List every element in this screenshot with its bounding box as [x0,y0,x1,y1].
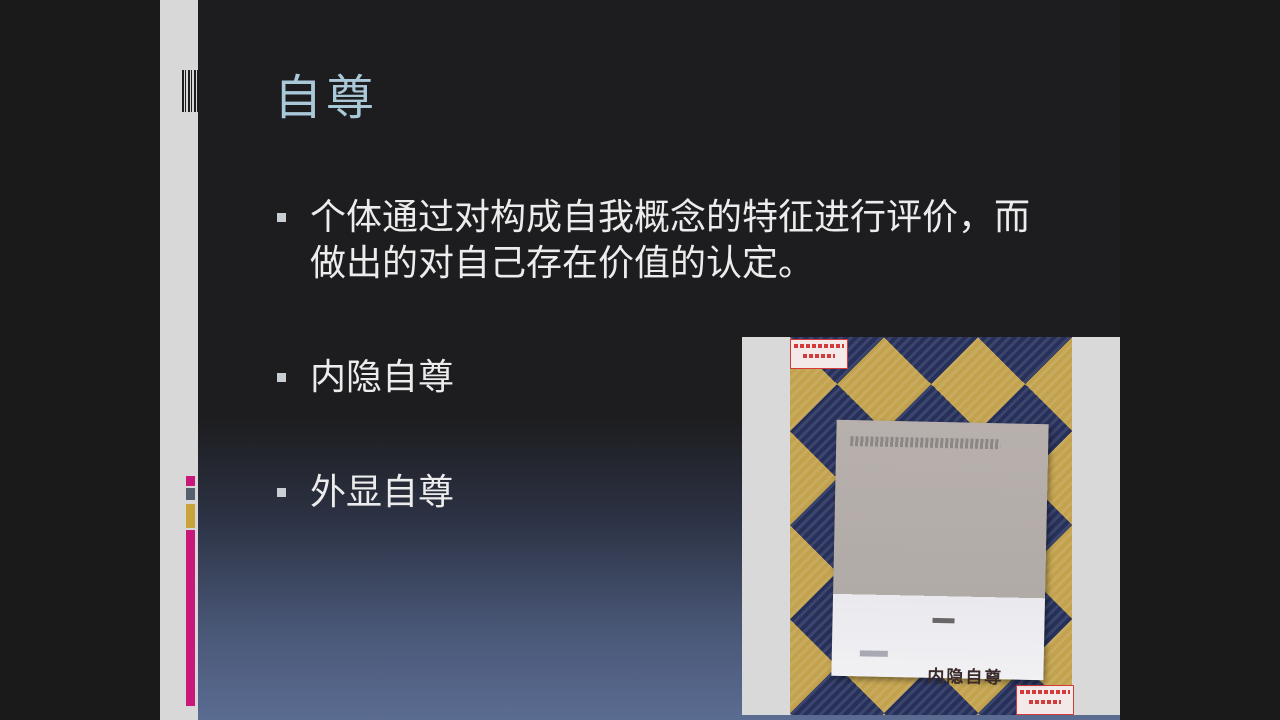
publisher-logo [859,650,888,657]
barcode-decoration [182,70,198,112]
bullet-text: 内隐自尊 [310,357,455,398]
square-bullet-icon [277,488,286,497]
accent-bar-gray [186,488,195,500]
bullet-text: 个体通过对构成自我概念的特征进行评价，而做出的对自己存在价值的认定。 [310,197,1031,284]
slide-left-strip [160,0,198,720]
accent-bar-gold [186,504,195,528]
watermark-stamp-top [790,339,848,369]
watermark-stamp-bottom [1016,685,1074,715]
bullet-text: 外显自尊 [310,472,455,513]
slide-title: 自尊 [274,70,379,126]
book-photo: 内隐自尊 [742,337,1120,715]
book-author-mark [932,617,955,624]
book-cover: 内隐自尊 [831,419,1049,688]
square-bullet-icon [277,213,286,222]
square-bullet-icon [277,373,286,382]
book-fine-print [850,436,1001,450]
bullet-item-explicit: 外显自尊 [272,470,454,516]
accent-bar-magenta-small [186,476,195,486]
bullet-item-implicit: 内隐自尊 [272,355,454,401]
presentation-slide: 自尊 个体通过对构成自我概念的特征进行评价，而做出的对自己存在价值的认定。 内隐… [160,0,1120,720]
accent-bar-magenta-long [186,530,195,706]
book-cover-title: 内隐自尊 [927,666,1004,689]
bullet-item-definition: 个体通过对构成自我概念的特征进行评价，而做出的对自己存在价值的认定。 [272,195,1032,287]
